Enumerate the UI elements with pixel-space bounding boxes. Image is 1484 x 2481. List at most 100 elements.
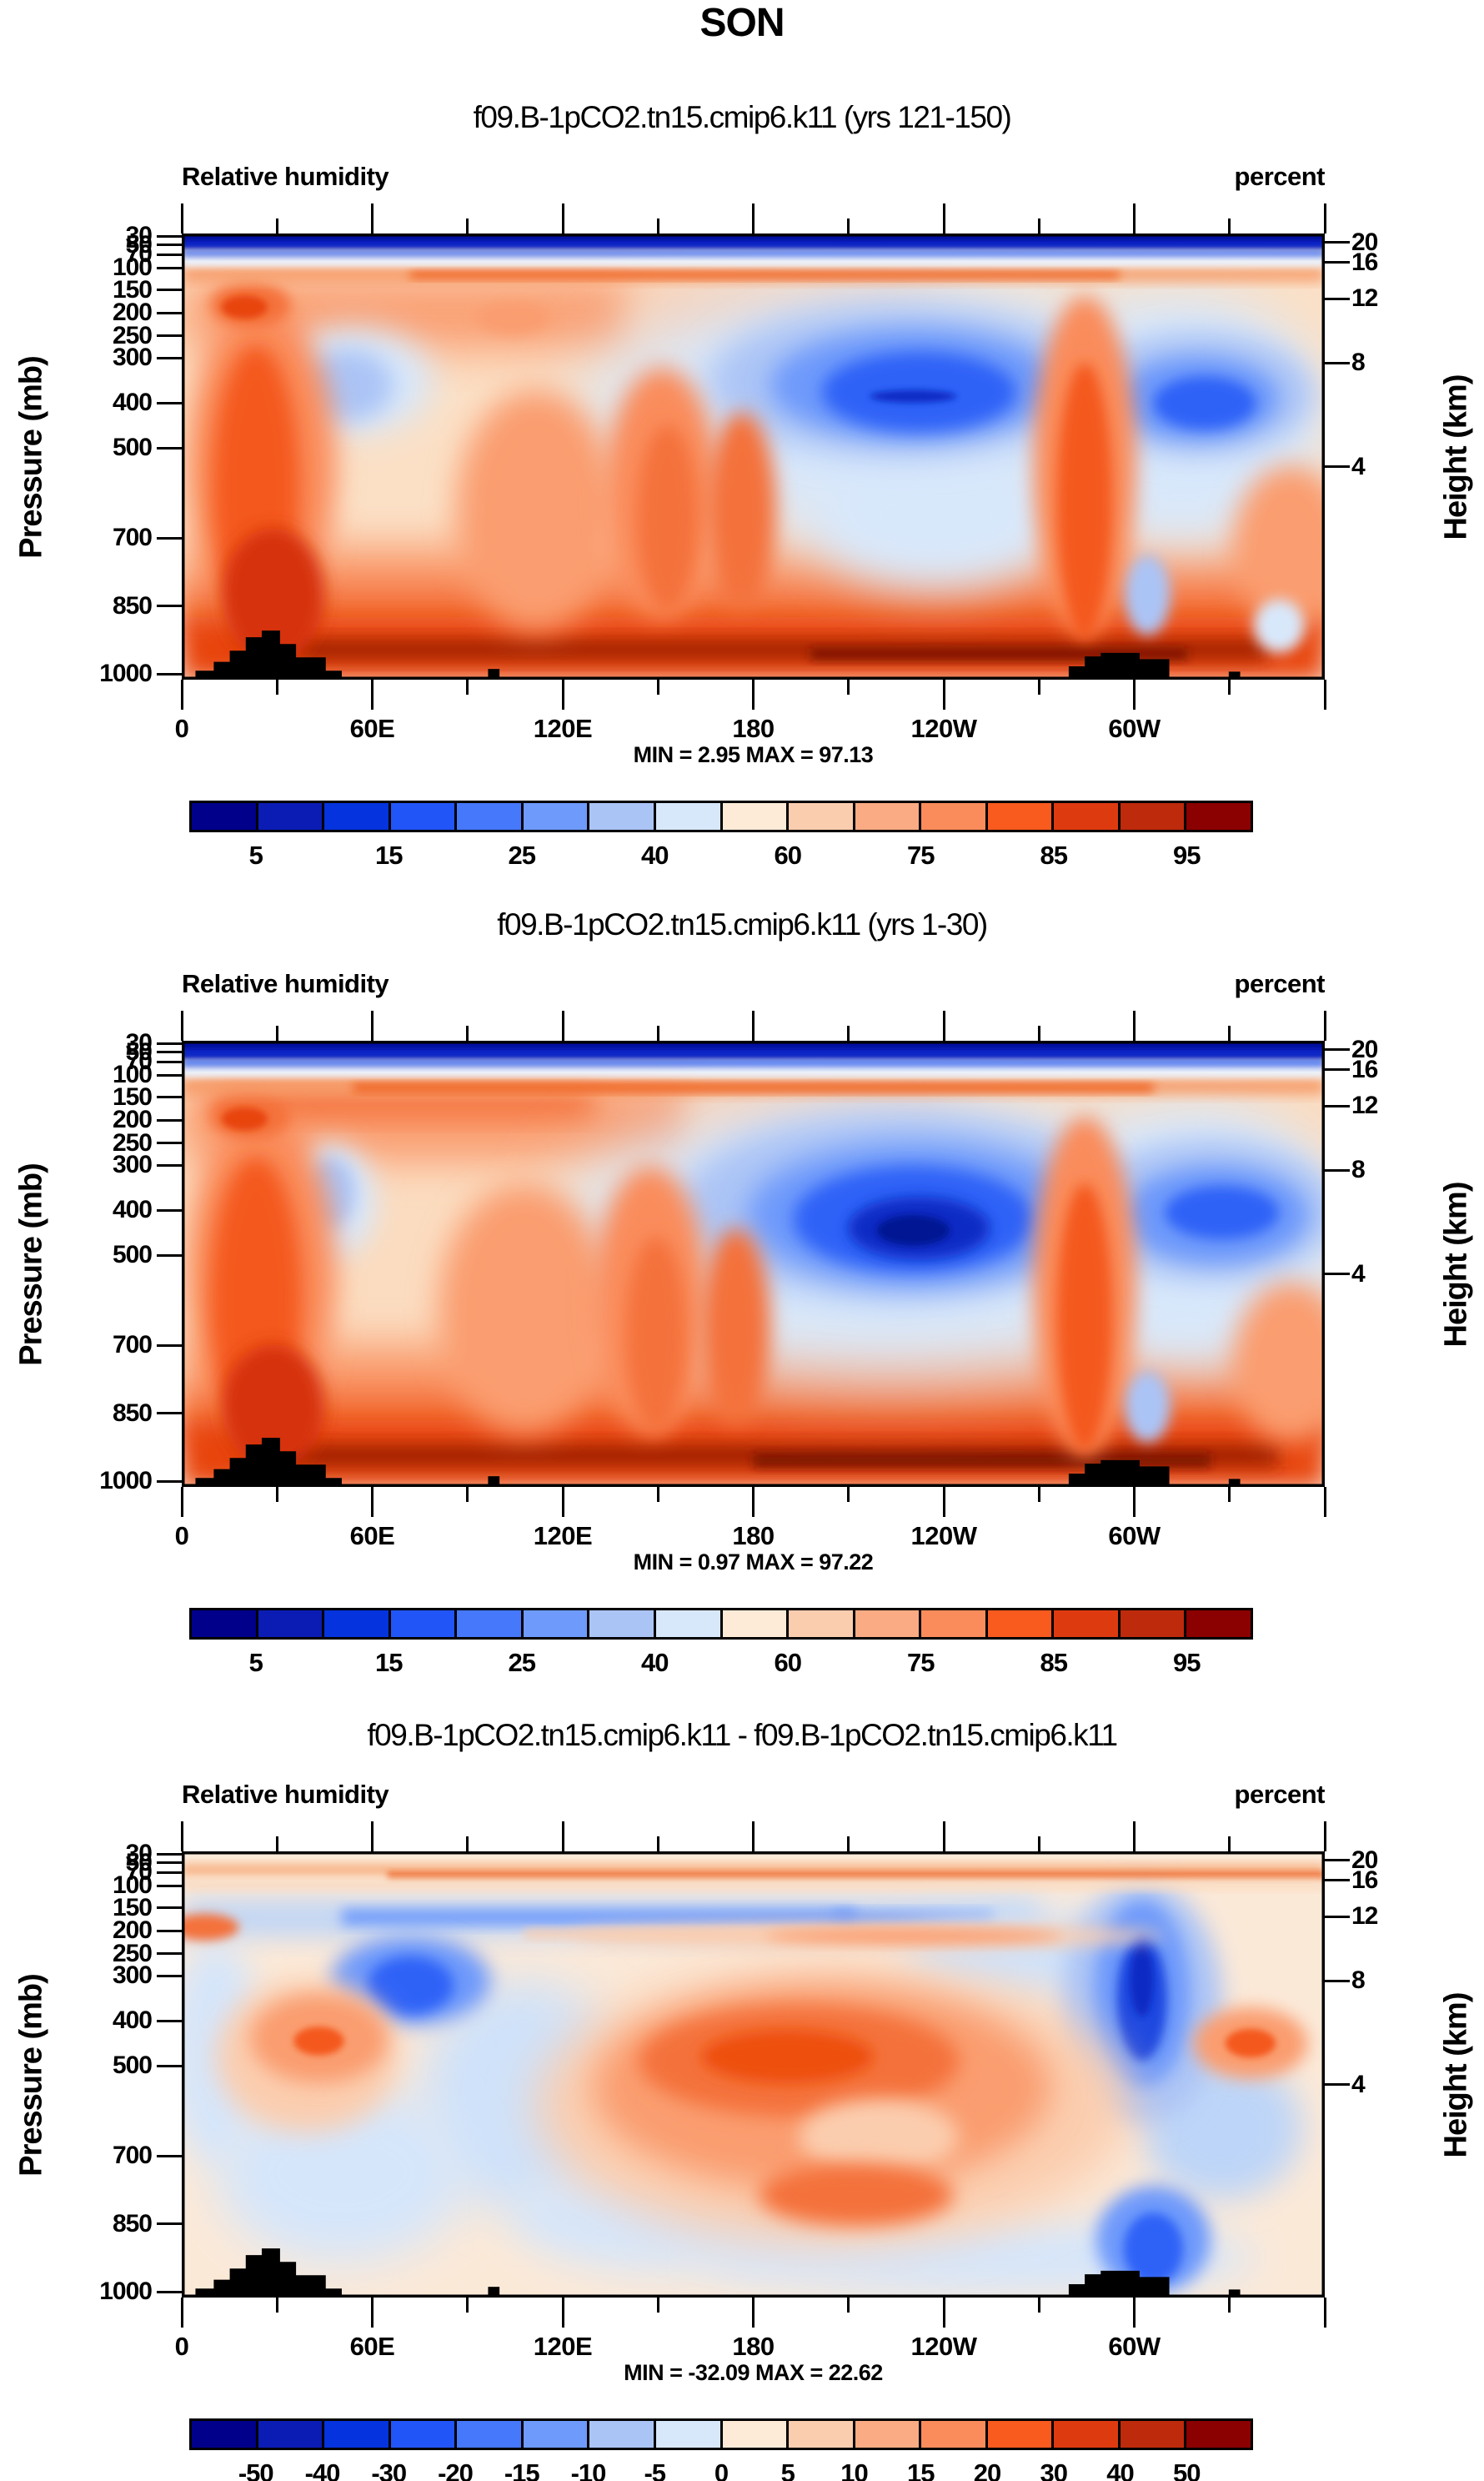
tick-mark <box>371 1487 374 1517</box>
colorbar-cell <box>1186 2421 1251 2448</box>
contour-field-shapes <box>182 1851 1325 2298</box>
tick-mark <box>1325 361 1350 364</box>
tick-mark <box>157 1118 182 1122</box>
tick-mark <box>157 1253 182 1257</box>
tick-mark <box>157 1861 182 1865</box>
pressure-tick-label: 500 <box>112 434 153 462</box>
colorbar-tick-label: 85 <box>1040 1648 1068 1677</box>
height-tick-label: 4 <box>1351 452 1366 480</box>
tick-mark <box>1037 2298 1040 2313</box>
colorbar-cell <box>192 2421 256 2448</box>
longitude-tick-label: 120W <box>910 2332 977 2361</box>
season-title: SON <box>699 1 785 45</box>
tick-mark <box>656 1836 659 1851</box>
tick-mark <box>656 218 659 234</box>
tick-mark <box>157 1479 182 1483</box>
tick-mark <box>466 218 469 234</box>
tick-mark <box>371 203 374 234</box>
height-tick-label: 20 <box>1351 1035 1378 1063</box>
colorbar <box>189 1608 1253 1640</box>
tick-mark <box>1037 1487 1040 1502</box>
tick-mark <box>847 680 850 695</box>
colorbar-tick-label: 95 <box>1173 841 1201 870</box>
tick-mark <box>371 1011 374 1041</box>
colorbar-tick-label: 15 <box>907 2458 935 2481</box>
colorbar-cell <box>789 1610 853 1637</box>
longitude-tick-label: 0 <box>174 2332 189 2361</box>
tick-mark <box>1325 1048 1350 1052</box>
topography-silhouette <box>195 1438 1241 1487</box>
height-tick-label: 20 <box>1351 228 1378 256</box>
height-tick-label: 16 <box>1351 1866 1378 1894</box>
contour-field <box>182 234 1325 680</box>
colorbar-cell <box>855 1610 920 1637</box>
longitude-tick-label: 120W <box>910 714 977 743</box>
tick-mark <box>752 680 755 710</box>
field-label: Relative humidity <box>182 1780 389 1809</box>
tick-mark <box>157 266 182 269</box>
colorbar-cell <box>457 803 521 830</box>
colorbar-tick-label: 5 <box>248 841 263 870</box>
tick-mark <box>656 680 659 695</box>
height-tick-label: 4 <box>1351 1259 1366 1288</box>
tick-mark <box>1325 297 1350 300</box>
tick-mark <box>157 2064 182 2067</box>
units-label: percent <box>1234 1780 1326 1809</box>
colorbar-cell <box>457 2421 521 2448</box>
longitude-tick-label: 60E <box>349 1521 395 1550</box>
pressure-tick-label: 850 <box>112 591 153 620</box>
longitude-tick-label: 120E <box>533 714 593 743</box>
longitude-tick-label: 0 <box>174 1521 189 1550</box>
tick-mark <box>157 1852 182 1856</box>
colorbar-cell <box>324 2421 389 2448</box>
height-tick-label: 20 <box>1351 1846 1378 1874</box>
pressure-tick-label: 150 <box>112 1893 153 1921</box>
tick-mark <box>1133 1487 1136 1517</box>
height-tick-label: 16 <box>1351 1055 1378 1083</box>
colorbar-cell <box>523 2421 588 2448</box>
colorbar-cell <box>1054 2421 1118 2448</box>
colorbar-cell <box>921 2421 985 2448</box>
contour-field <box>182 1041 1325 1487</box>
tick-mark <box>466 1487 469 1502</box>
colorbar-tick-label: 5 <box>780 2458 795 2481</box>
tick-mark <box>1325 1068 1350 1072</box>
pressure-tick-label: 150 <box>112 275 153 304</box>
colorbar-cell <box>589 1610 654 1637</box>
pressure-tick-label: 30 <box>125 1840 153 1868</box>
panel-rh-yrs-121-150: f09.B-1pCO2.tn15.cmip6.k11 (yrs 121-150)… <box>0 2 1484 870</box>
tick-mark <box>847 2298 850 2313</box>
tick-mark <box>157 334 182 337</box>
tick-mark <box>157 2290 182 2293</box>
tick-mark <box>275 680 278 695</box>
colorbar-cell <box>789 2421 853 2448</box>
tick-mark <box>1133 680 1136 710</box>
tick-mark <box>157 2154 182 2157</box>
colorbar-tick-label: 15 <box>375 1648 403 1677</box>
pressure-tick-label: 700 <box>112 524 153 552</box>
tick-mark <box>1325 1879 1350 1882</box>
height-tick-label: 8 <box>1351 1156 1366 1184</box>
tick-mark <box>1228 218 1231 234</box>
colorbar-cell <box>523 1610 588 1637</box>
tick-mark <box>1325 1915 1350 1918</box>
tick-mark <box>1325 2083 1350 2087</box>
tick-mark <box>371 2298 374 2328</box>
colorbar-cell <box>987 803 1052 830</box>
tick-mark <box>942 1487 945 1517</box>
colorbar-tick-label: 50 <box>1173 2458 1201 2481</box>
colorbar-cell <box>1186 1610 1251 1637</box>
pressure-tick-label: 70 <box>125 1047 153 1076</box>
pressure-tick-label: 50 <box>125 230 153 259</box>
tick-mark <box>1228 1487 1231 1502</box>
case-title: f09.B-1pCO2.tn15.cmip6.k11 - f09.B-1pCO2… <box>367 1718 1118 1752</box>
tick-mark <box>157 1871 182 1874</box>
colorbar-tick-label: -20 <box>438 2458 474 2481</box>
height-tick-label: 16 <box>1351 248 1378 276</box>
tick-mark <box>1037 218 1040 234</box>
colorbar-tick-label: 60 <box>774 841 802 870</box>
tick-mark <box>752 203 755 234</box>
tick-mark <box>157 1163 182 1167</box>
tick-mark <box>275 1487 278 1502</box>
height-tick-label: 8 <box>1351 1966 1366 1995</box>
